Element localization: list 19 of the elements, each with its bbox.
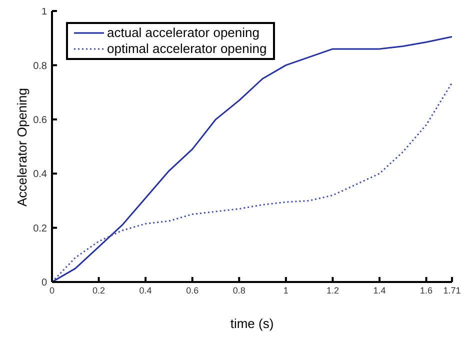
y-tick-label: 0.4 [33, 169, 48, 180]
legend-label: actual accelerator opening [107, 25, 260, 41]
x-tick-label: 1.2 [326, 285, 339, 296]
legend-label: optimal accelerator opening [107, 41, 267, 57]
x-tick-label: 0 [49, 285, 55, 296]
x-tick-label: 0.2 [92, 285, 106, 296]
y-tick-label: 0.2 [33, 223, 48, 234]
y-tick-label: 0.6 [33, 114, 48, 126]
y-axis-title: Accelerator Opening [14, 88, 30, 206]
y-tick-label: 0.8 [33, 60, 48, 72]
x-axis-title: time (s) [230, 316, 274, 331]
x-tick-label: 1.6 [420, 285, 433, 296]
y-tick-label: 1 [41, 6, 48, 18]
x-tick-label: 1.71 [443, 285, 461, 296]
x-tick-label: 1 [283, 285, 288, 296]
x-tick-label: 0.6 [186, 285, 199, 296]
x-tick-label: 0.4 [139, 285, 152, 296]
x-tick-label: 1.4 [373, 285, 386, 296]
x-tick-label: 0.8 [232, 285, 246, 296]
